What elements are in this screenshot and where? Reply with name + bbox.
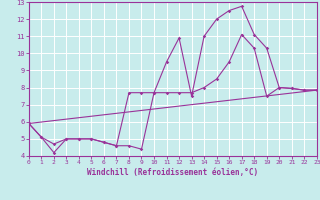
X-axis label: Windchill (Refroidissement éolien,°C): Windchill (Refroidissement éolien,°C): [87, 168, 258, 177]
